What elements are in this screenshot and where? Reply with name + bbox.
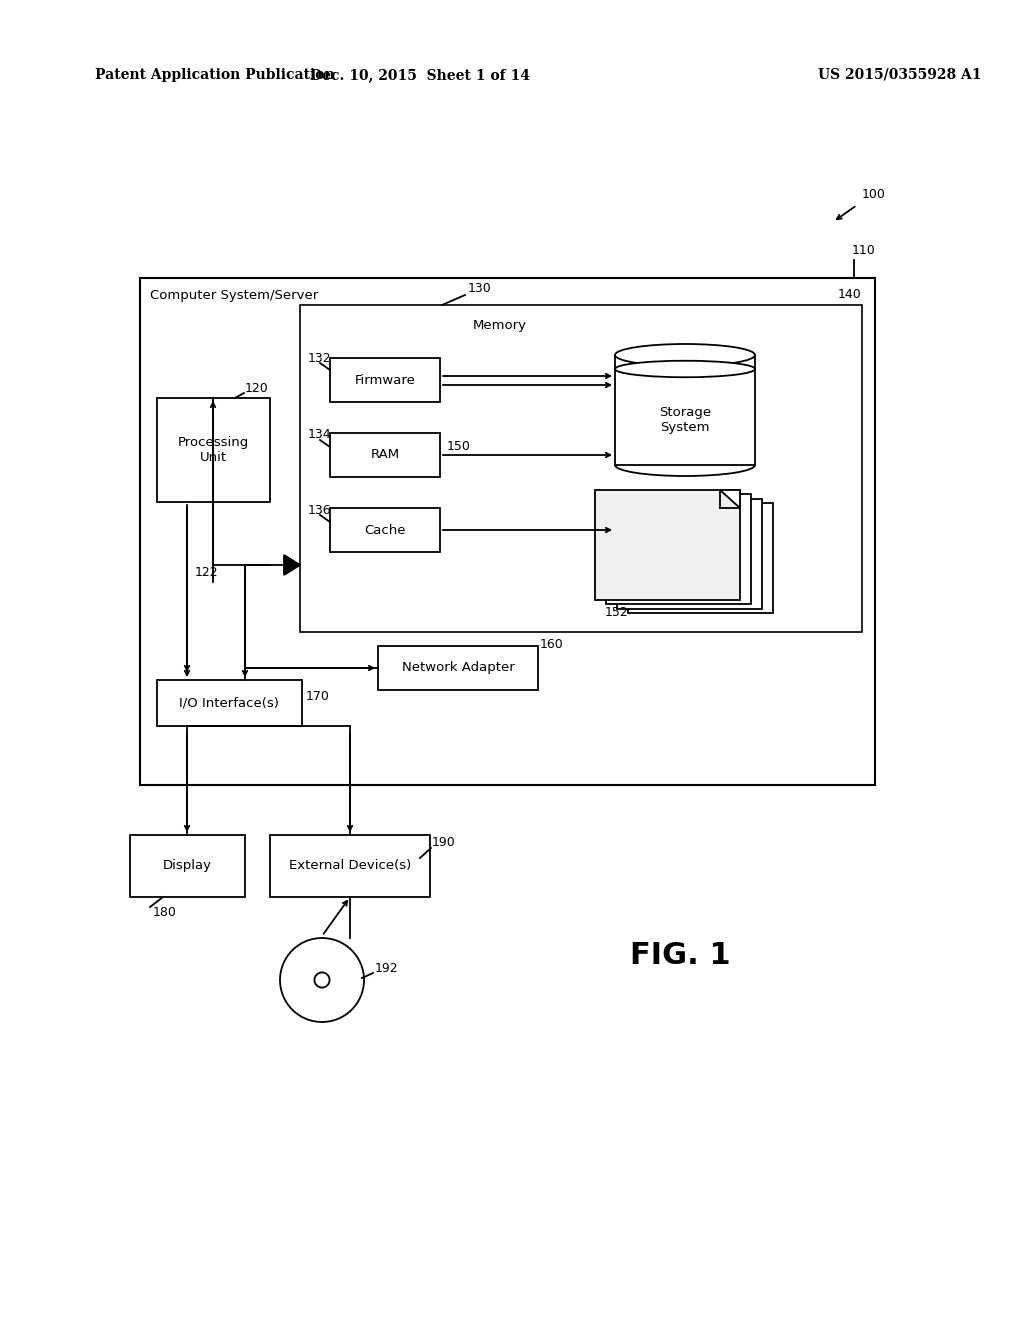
Text: 152: 152 [605, 606, 629, 619]
Bar [330, 433, 440, 477]
Bar [606, 495, 751, 605]
Bar [130, 836, 245, 898]
Ellipse shape [615, 360, 755, 378]
Bar [300, 305, 862, 632]
Text: 100: 100 [862, 189, 886, 202]
Bar [378, 645, 538, 690]
Bar [628, 503, 773, 614]
Text: Network Adapter: Network Adapter [401, 661, 514, 675]
Text: Memory: Memory [473, 318, 527, 331]
Bar [615, 355, 755, 465]
Text: 134: 134 [308, 429, 332, 441]
Text: Dec. 10, 2015  Sheet 1 of 14: Dec. 10, 2015 Sheet 1 of 14 [310, 69, 530, 82]
Text: 150: 150 [447, 441, 471, 454]
Bar [270, 836, 430, 898]
Text: Storage
System: Storage System [658, 407, 711, 434]
Text: Patent Application Publication: Patent Application Publication [95, 69, 335, 82]
Text: US 2015/0355928 A1: US 2015/0355928 A1 [818, 69, 982, 82]
Text: External Device(s): External Device(s) [289, 859, 411, 873]
Text: FIG. 1: FIG. 1 [630, 940, 730, 969]
Ellipse shape [615, 345, 755, 366]
Polygon shape [284, 554, 300, 576]
Bar [140, 279, 874, 785]
Text: 130: 130 [468, 281, 492, 294]
Text: Cache: Cache [365, 524, 406, 536]
Text: 120: 120 [245, 381, 268, 395]
Bar [595, 490, 740, 601]
Text: RAM: RAM [371, 449, 399, 462]
Circle shape [314, 973, 330, 987]
Text: 192: 192 [375, 961, 398, 974]
Bar [330, 508, 440, 552]
Text: Processing
Unit: Processing Unit [177, 436, 249, 465]
Bar [157, 680, 302, 726]
Text: 132: 132 [308, 351, 332, 364]
Bar [617, 499, 762, 609]
Text: 170: 170 [306, 690, 330, 704]
Polygon shape [720, 490, 740, 508]
Text: Computer System/Server: Computer System/Server [150, 289, 318, 302]
Circle shape [280, 939, 364, 1022]
Text: 110: 110 [852, 243, 876, 256]
Text: 140: 140 [838, 289, 862, 301]
Text: I/O Interface(s): I/O Interface(s) [179, 697, 279, 710]
Text: 180: 180 [153, 906, 177, 919]
Text: Display: Display [163, 859, 212, 873]
Text: 160: 160 [540, 638, 564, 651]
Bar [330, 358, 440, 403]
Text: Firmware: Firmware [354, 374, 416, 387]
Text: 136: 136 [308, 503, 332, 516]
Text: 122: 122 [195, 565, 219, 578]
Text: 190: 190 [432, 837, 456, 850]
Bar [157, 399, 270, 502]
